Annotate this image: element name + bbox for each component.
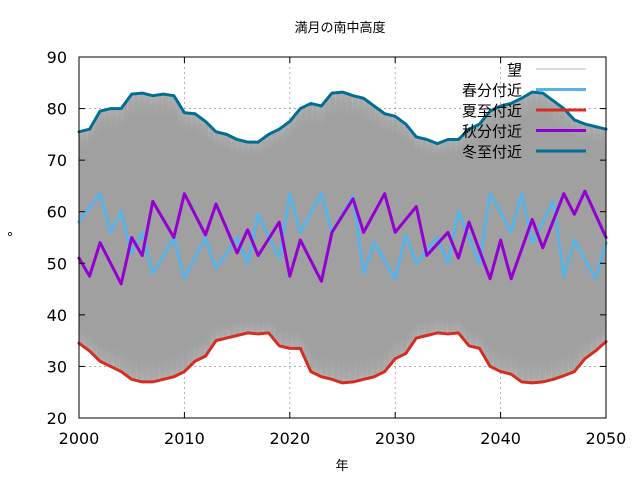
x-tick-label: 2020 xyxy=(269,429,310,448)
full-moon-line-layer xyxy=(78,92,607,383)
y-axis-label: ° xyxy=(7,231,14,246)
y-tick-label: 70 xyxy=(47,151,67,170)
y-tick-label: 50 xyxy=(47,254,67,273)
x-axis-label: 年 xyxy=(335,459,348,474)
x-tick-label: 2010 xyxy=(164,429,205,448)
x-tick-label: 2030 xyxy=(375,429,416,448)
x-tick-label: 2040 xyxy=(480,429,521,448)
plot-frame xyxy=(78,56,607,419)
x-tick-label: 2050 xyxy=(586,429,627,448)
x-tick-label: 2000 xyxy=(59,429,100,448)
chart-title: 満月の南中高度 xyxy=(294,20,385,36)
y-tick-label: 60 xyxy=(47,203,67,222)
y-tick-label: 40 xyxy=(47,306,67,325)
series-line-1 xyxy=(77,331,608,385)
legend-label-1: 春分付近 xyxy=(462,82,522,100)
legend-label-4: 冬至付近 xyxy=(462,143,522,161)
y-tick-label: 30 xyxy=(47,357,67,376)
legend-label-2: 夏至付近 xyxy=(462,102,522,120)
y-tick-label: 20 xyxy=(47,409,67,428)
y-tick-label: 80 xyxy=(47,100,67,119)
full-moon-line xyxy=(78,92,607,383)
legend-label-3: 秋分付近 xyxy=(462,123,522,141)
series-line-2 xyxy=(77,189,608,286)
series-line-3 xyxy=(77,90,608,146)
legend-label-0: 望 xyxy=(507,61,522,79)
series-layer xyxy=(77,90,608,385)
y-tick-label: 90 xyxy=(47,48,67,67)
